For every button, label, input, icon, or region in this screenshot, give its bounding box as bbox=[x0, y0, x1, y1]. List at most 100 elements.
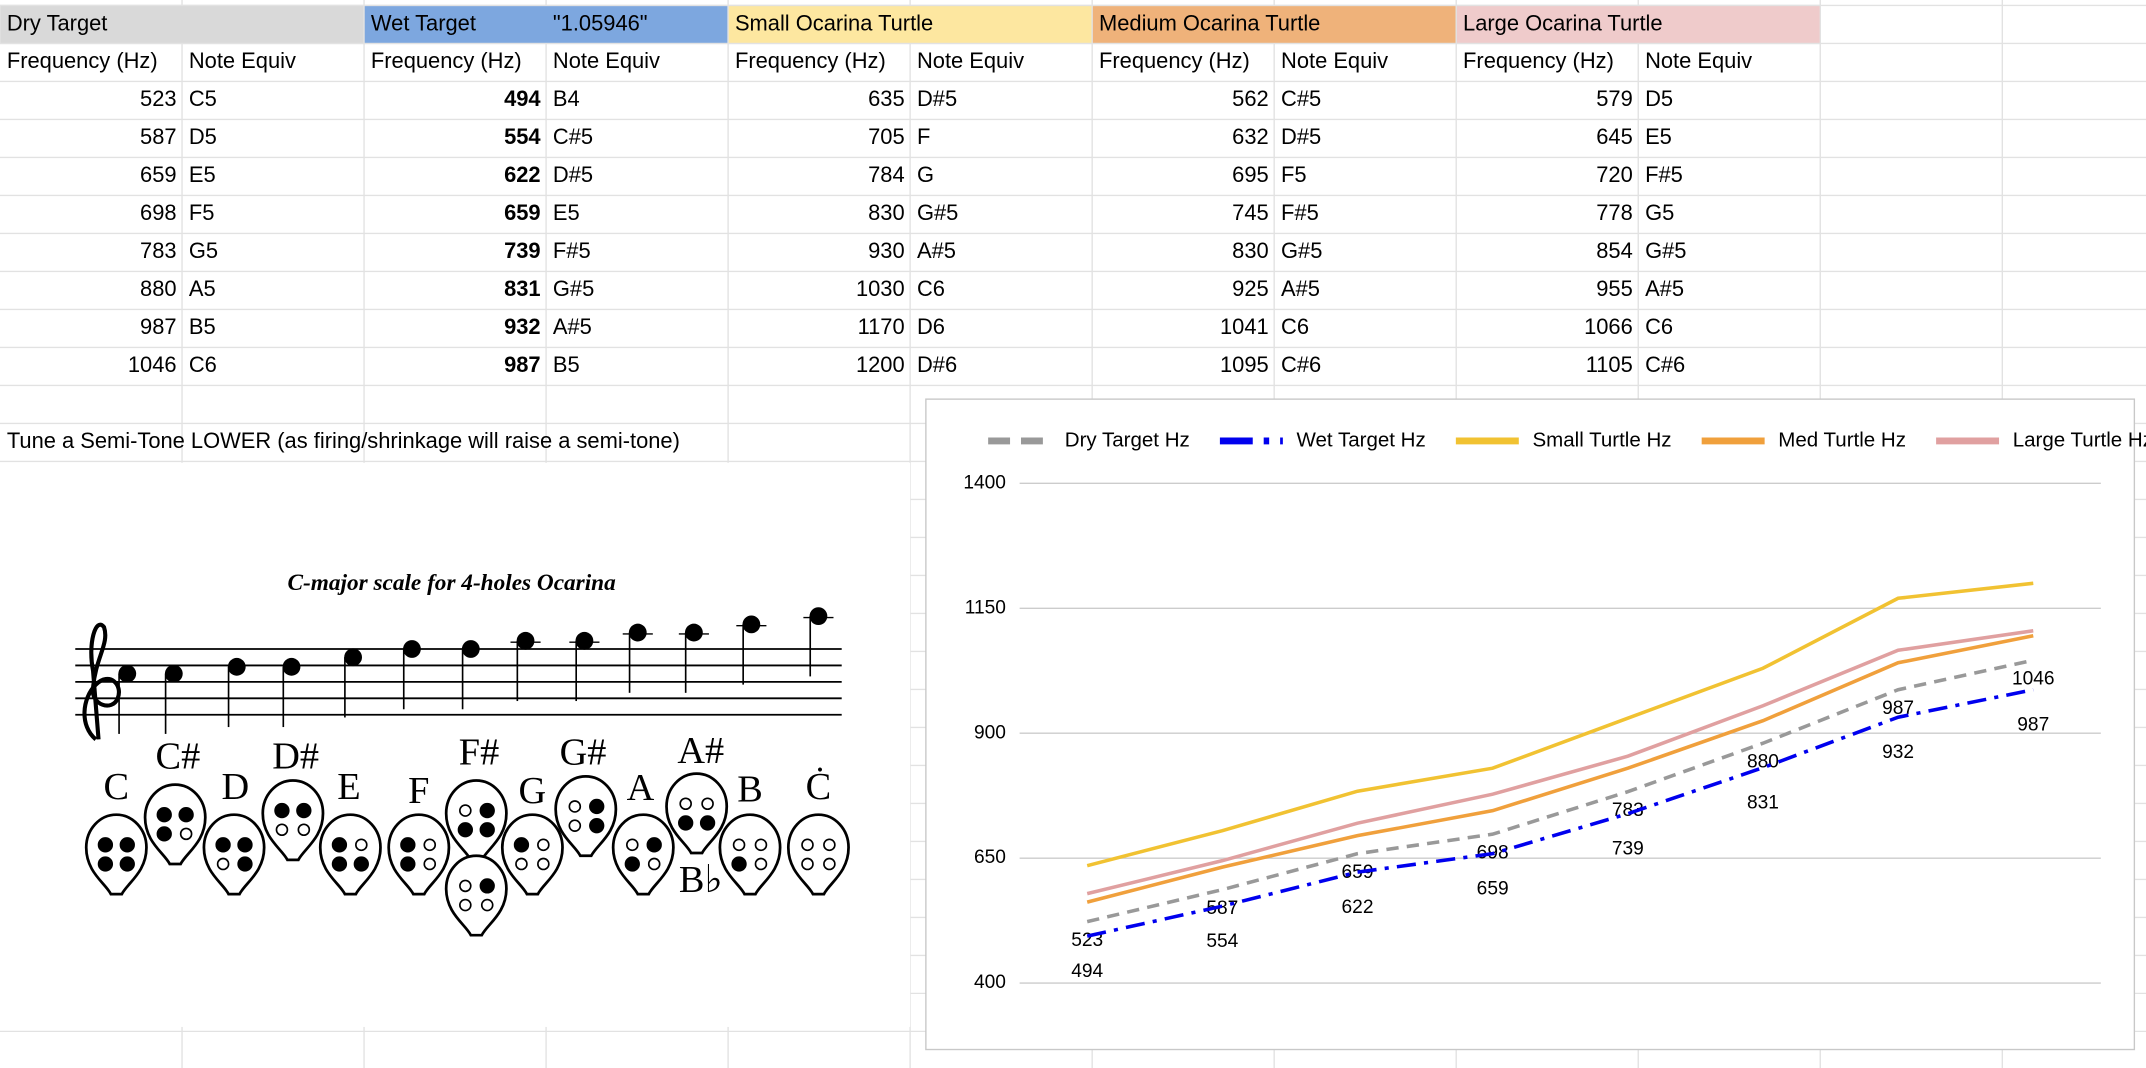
frequency-cell: 1046 bbox=[128, 352, 177, 377]
frequency-cell: 659 bbox=[140, 162, 177, 187]
frequency-cell: 778 bbox=[1596, 200, 1633, 225]
image-background bbox=[0, 462, 911, 1027]
data-label: 1046 bbox=[2012, 668, 2055, 689]
ocarina-hole bbox=[178, 807, 194, 823]
note-cell: C#6 bbox=[1645, 352, 1685, 377]
ocarina-body bbox=[84, 813, 148, 896]
legend-label: Med Turtle Hz bbox=[1778, 428, 1906, 451]
note-head-label: E bbox=[350, 652, 357, 663]
frequency-cell: 554 bbox=[504, 124, 541, 149]
legend-label: Wet Target Hz bbox=[1297, 428, 1426, 451]
ocarina-hole bbox=[699, 815, 716, 831]
note-cell: G#5 bbox=[553, 276, 594, 301]
ocarina-hole bbox=[156, 826, 172, 842]
note-cell: D#5 bbox=[917, 86, 957, 111]
group-title: Dry Target bbox=[7, 10, 108, 35]
column-header: Note Equiv bbox=[1281, 48, 1388, 73]
series-line bbox=[1086, 658, 2034, 924]
ocarina-hole bbox=[97, 837, 114, 853]
y-tick-label: 400 bbox=[974, 972, 1006, 993]
frequency-cell: 1200 bbox=[856, 352, 905, 377]
note-cell: F5 bbox=[189, 200, 215, 225]
ocarina-hole bbox=[237, 837, 253, 853]
ocarina-hole bbox=[459, 898, 472, 912]
ocarina-hole bbox=[353, 856, 369, 872]
note-head-label: C# bbox=[168, 669, 181, 680]
frequency-cell: 783 bbox=[140, 238, 177, 263]
factor-label: "1.05946" bbox=[553, 10, 648, 35]
group-title: Small Ocarina Turtle bbox=[735, 10, 933, 35]
column-header: Frequency (Hz) bbox=[7, 48, 158, 73]
note-cell: C#5 bbox=[553, 124, 593, 149]
frequency-cell: 987 bbox=[140, 314, 177, 339]
chart-frame bbox=[925, 398, 2136, 1051]
ocarina-hole bbox=[459, 804, 472, 817]
frequency-cell: 635 bbox=[868, 86, 905, 111]
chart: 4006509001150140052358765969878388098710… bbox=[925, 398, 2146, 1051]
ocarina-note-label: F# bbox=[459, 732, 499, 774]
data-label: 831 bbox=[1747, 792, 1779, 813]
scale-image: C-major scale for 4-holes Ocarina C C# D D#… bbox=[0, 462, 911, 1027]
group-title: Wet Target bbox=[371, 10, 476, 35]
series-line bbox=[1086, 634, 2034, 904]
ocarina-hole bbox=[701, 797, 714, 811]
data-label: 554 bbox=[1206, 931, 1238, 952]
ocarina-hole bbox=[400, 856, 416, 872]
ocarina-hole bbox=[400, 837, 416, 853]
frequency-cell: 1030 bbox=[856, 276, 905, 301]
frequency-cell: 523 bbox=[140, 86, 177, 111]
ocarina-body bbox=[554, 774, 618, 858]
frequency-cell: 698 bbox=[140, 200, 177, 225]
ocarina-hole bbox=[423, 857, 437, 871]
ocarina-hole bbox=[479, 822, 495, 838]
y-tick-label: 650 bbox=[974, 847, 1006, 868]
ocarina-note-label: G# bbox=[560, 732, 607, 774]
ocarina-note-label: A# bbox=[677, 730, 724, 772]
ocarina-hole bbox=[275, 823, 289, 837]
ocarina-hole bbox=[480, 898, 494, 912]
note-cell: G bbox=[917, 162, 934, 187]
ocarina-body bbox=[786, 813, 850, 896]
ocarina-note-label: Ċ bbox=[806, 766, 832, 808]
series-line bbox=[1086, 581, 2034, 868]
ocarina-hole bbox=[515, 857, 528, 871]
frequency-cell: 695 bbox=[1232, 162, 1269, 187]
note-cell: A5 bbox=[189, 276, 216, 301]
note-head-label: D bbox=[233, 662, 240, 673]
frequency-cell: 1066 bbox=[1584, 314, 1633, 339]
image-title: C-major scale for 4-holes Ocarina bbox=[288, 570, 617, 596]
column-header: Note Equiv bbox=[189, 48, 296, 73]
note-head bbox=[344, 648, 363, 667]
data-label: 739 bbox=[1612, 838, 1644, 859]
note-head-label: G# bbox=[578, 636, 591, 647]
note-cell: C6 bbox=[1281, 314, 1309, 339]
frequency-cell: 932 bbox=[504, 314, 541, 339]
note-cell: B4 bbox=[553, 86, 580, 111]
series-line bbox=[1086, 629, 2034, 896]
note-cell: C6 bbox=[1645, 314, 1673, 339]
frequency-cell: 1041 bbox=[1220, 314, 1269, 339]
ocarina-hole bbox=[646, 837, 662, 853]
ocarina-hole bbox=[624, 856, 640, 872]
data-label: 622 bbox=[1342, 897, 1374, 918]
ocarina-hole bbox=[801, 838, 814, 852]
data-label: 880 bbox=[1747, 751, 1779, 772]
ocarina-note-label: B♭ bbox=[679, 859, 723, 901]
frequency-cell: 720 bbox=[1596, 162, 1633, 187]
frequency-cell: 854 bbox=[1596, 238, 1633, 263]
frequency-cell: 739 bbox=[504, 238, 541, 263]
ocarina-hole bbox=[731, 856, 747, 872]
column-header: Note Equiv bbox=[553, 48, 660, 73]
note-cell: B5 bbox=[189, 314, 216, 339]
ocarina-hole bbox=[513, 837, 530, 853]
note-cell: D6 bbox=[917, 314, 945, 339]
ocarina-hole bbox=[296, 802, 312, 819]
note-head-label: F bbox=[409, 644, 415, 655]
frequency-cell: 784 bbox=[868, 162, 905, 187]
ocarina-note-label: B bbox=[737, 769, 763, 811]
group-header-cell bbox=[363, 4, 729, 45]
frequency-cell: 622 bbox=[504, 162, 541, 187]
column-header: Frequency (Hz) bbox=[1099, 48, 1250, 73]
ocarina-hole bbox=[732, 838, 746, 852]
